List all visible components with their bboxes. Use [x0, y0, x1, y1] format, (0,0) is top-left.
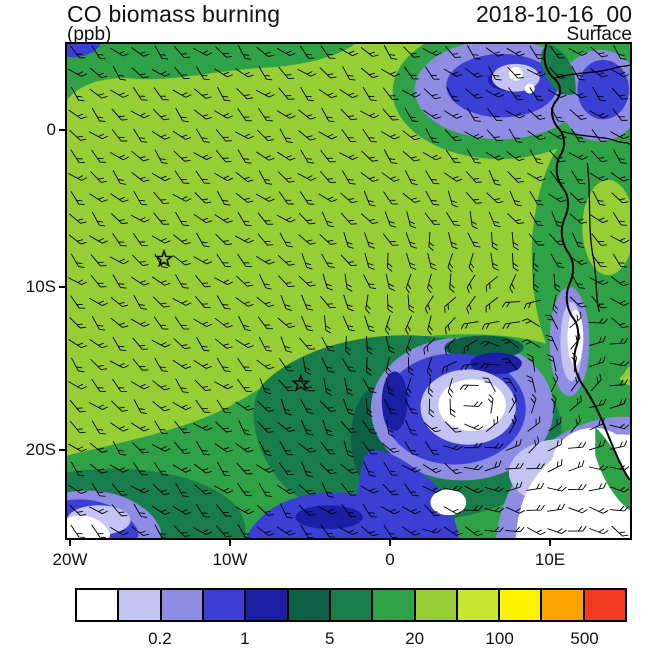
x-axis-tick — [228, 540, 231, 546]
level-label: Surface — [566, 24, 632, 45]
y-axis-tick — [59, 449, 65, 451]
colorbar-cell — [415, 590, 458, 620]
x-axis-tick-label: 0 — [385, 550, 395, 569]
contour-region — [67, 44, 101, 58]
x-axis-tick-label: 10E — [534, 550, 566, 569]
contour-fill-layer — [67, 44, 630, 538]
country-border — [586, 162, 600, 312]
colorbar-labels: 0.2 1 5 20 100 500 — [75, 629, 627, 651]
contour-region — [67, 515, 111, 538]
contour-region — [577, 59, 630, 120]
colorbar-cell — [457, 590, 501, 620]
star-marker — [154, 248, 174, 268]
contour-region — [295, 505, 363, 530]
contour-region — [430, 489, 467, 516]
colorbar-cell — [203, 590, 247, 620]
colorbar-tick-label: 1 — [240, 629, 250, 648]
colorbar-tick-label: 0.2 — [148, 629, 172, 648]
colorbar-cell — [161, 590, 204, 620]
coastline-layer — [543, 44, 630, 482]
x-axis-tick-label: 20W — [52, 550, 88, 569]
contour-region — [470, 352, 522, 375]
country-border — [555, 64, 630, 79]
colorbar-cell — [246, 590, 289, 620]
contour-region — [582, 179, 630, 276]
y-axis-tick-label: 0 — [46, 119, 56, 139]
wind-barbs — [68, 45, 630, 538]
map-frame — [65, 42, 632, 540]
y-axis-tick-label: 20S — [25, 440, 56, 459]
colorbar-cell — [542, 590, 585, 620]
colorbar-tick-label: 500 — [570, 629, 599, 648]
x-axis-tick — [549, 540, 551, 546]
colorbar — [75, 588, 627, 622]
colorbar-cell — [77, 590, 120, 620]
contour-map — [67, 44, 630, 538]
colorbar-cell — [288, 590, 331, 620]
wind-barb-layer — [68, 45, 630, 538]
coastline — [543, 44, 630, 482]
star-marker — [290, 373, 311, 392]
x-axis-tick — [68, 540, 71, 546]
marker-layer — [154, 248, 311, 392]
plot-datetime: 2018-10-16_00 — [475, 1, 632, 27]
colorbar-tick-label: 100 — [485, 629, 514, 648]
y-axis-tick — [59, 286, 65, 289]
contour-region — [438, 379, 506, 431]
country-border — [561, 130, 630, 145]
contour-region — [508, 66, 523, 81]
contour-region — [567, 309, 584, 366]
x-axis-tick — [389, 540, 391, 546]
colorbar-tick-label: 20 — [405, 629, 425, 648]
colorbar-cell — [330, 590, 374, 620]
y-axis-tick-label: 10S — [25, 277, 56, 297]
units-label: (ppb) — [67, 24, 112, 45]
colorbar-cell — [373, 590, 416, 620]
colorbar-tick-label: 5 — [325, 629, 335, 648]
y-axis-tick — [59, 128, 65, 131]
contour-region — [67, 44, 355, 100]
colorbar-cell — [500, 590, 543, 620]
contour-region — [540, 44, 576, 95]
colorbar-cell — [119, 590, 162, 620]
x-axis-tick-label: 10W — [212, 550, 248, 569]
colorbar-cell — [584, 590, 626, 620]
plot-title: CO biomass burning — [67, 1, 281, 27]
